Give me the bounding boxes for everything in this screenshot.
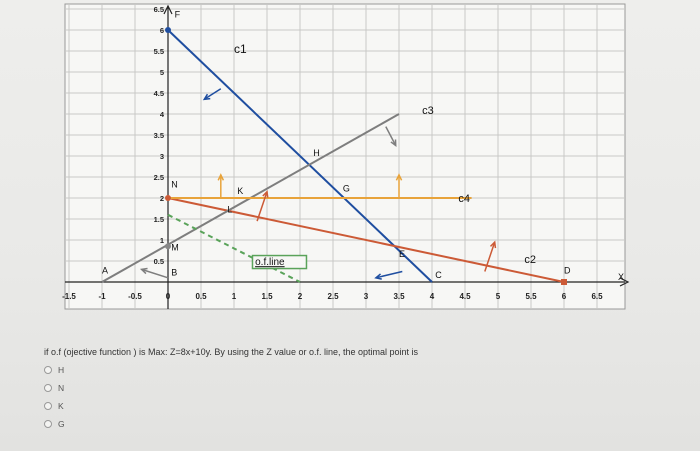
arrow-c1-head-icon [202, 93, 211, 101]
arrow-c2-head-icon [262, 190, 269, 198]
y-tick-label: 2.5 [154, 173, 164, 182]
x-tick-label: 6.5 [591, 292, 603, 301]
arrow-c3-lower-head-icon [139, 267, 148, 275]
line-label-c2: c2 [524, 254, 536, 266]
point-label-d: D [564, 266, 571, 276]
option-h[interactable]: H [44, 364, 64, 376]
arrow-c3 [385, 126, 397, 146]
x-tick-label: 2.5 [327, 292, 339, 301]
x-tick-label: 1.5 [261, 292, 273, 301]
option-g[interactable]: G [44, 418, 65, 430]
y-tick-label: 3.5 [154, 131, 164, 140]
arrow-c4-head-icon [217, 173, 225, 181]
option-k[interactable]: K [44, 400, 64, 412]
line-label-c4: c4 [458, 193, 470, 205]
x-axis-arrow-icon [619, 277, 630, 287]
x-tick-label: 1 [232, 292, 237, 301]
point-label-k: K [237, 186, 243, 196]
point-label-m: M [171, 243, 179, 253]
constraint-line-c2 [167, 197, 565, 283]
point-marker [165, 27, 171, 33]
x-tick-label: -1 [98, 292, 106, 301]
option-label: N [58, 383, 65, 393]
y-tick-label: 5.5 [154, 47, 164, 56]
point-marker [561, 279, 567, 285]
x-tick-label: 4.5 [459, 292, 471, 301]
tick-labels: -1.5 -1 -0.5 0 0.5 1 1.5 2 2.5 3 3.5 4 4.5 5 5.5 6 6.5 0.… [62, 5, 603, 301]
option-n[interactable]: N [44, 382, 64, 394]
objective-line [167, 213, 301, 283]
y-tick-label: 4 [160, 110, 165, 119]
point-label-c: C [435, 270, 442, 280]
line-label-c1: c1 [234, 42, 247, 56]
arrow-c2 [256, 191, 268, 222]
y-tick-label: 0.5 [154, 257, 164, 266]
radio-icon[interactable] [44, 384, 52, 392]
arrow-c4-right-head-icon [395, 173, 403, 181]
point-marker [165, 195, 171, 201]
constraint-lines [101, 27, 567, 285]
point-labels: c1 c2 c3 c4 o.f.line F N M B A KL H G E C D X [102, 9, 624, 282]
option-label: H [58, 365, 65, 375]
x-tick-label: 0 [166, 292, 171, 301]
x-tick-label: 4 [430, 292, 435, 301]
arrow-c1 [203, 88, 222, 100]
y-tick-label: 3 [160, 152, 164, 161]
point-label-b: B [171, 268, 177, 278]
option-label: G [58, 419, 65, 429]
radio-icon[interactable] [44, 366, 52, 374]
x-tick-label: -1.5 [62, 292, 76, 301]
question-text: if o.f (ojective function ) is Max: Z=8x… [44, 347, 419, 357]
y-tick-label: 4.5 [154, 89, 164, 98]
point-label-n: N [171, 180, 178, 190]
y-tick-label: 1.5 [154, 215, 164, 224]
y-axis-arrow-icon [163, 4, 173, 15]
y-tick-label: 6 [160, 26, 164, 35]
constraint-line-c1 [167, 29, 433, 283]
radio-icon[interactable] [44, 402, 52, 410]
x-tick-label: 3.5 [393, 292, 405, 301]
line-label-c3: c3 [422, 105, 434, 117]
y-tick-label: 2 [160, 194, 164, 203]
x-tick-label: 5 [496, 292, 501, 301]
y-tick-label: 1 [160, 236, 164, 245]
objective-line-label: o.f.line [255, 257, 285, 268]
point-label-h: H [313, 148, 320, 158]
arrow-c1-lower [375, 270, 403, 279]
direction-arrows [139, 88, 497, 280]
radio-icon[interactable] [44, 420, 52, 428]
point-label-f: F [175, 9, 181, 19]
axes [65, 4, 630, 309]
arrow-c2-right-head-icon [489, 240, 497, 249]
arrow-c1-lower-head-icon [374, 273, 382, 280]
y-tick-label: 6.5 [154, 5, 164, 14]
arrow-c3-lower [141, 268, 169, 279]
x-axis-label: X [618, 272, 624, 282]
x-tick-label: 0.5 [195, 292, 207, 301]
y-tick-label: 5 [160, 68, 164, 77]
point-label-a: A [102, 266, 108, 276]
x-tick-label: 6 [562, 292, 567, 301]
arrow-c3-head-icon [390, 139, 397, 148]
option-label: K [58, 401, 64, 411]
point-label-l: L [227, 205, 232, 215]
point-label-e: E [399, 249, 405, 259]
point-marker [165, 243, 171, 250]
objective-line-box [251, 254, 308, 270]
x-tick-label: 2 [298, 292, 303, 301]
arrow-c2-right [484, 241, 496, 272]
x-tick-label: 3 [364, 292, 369, 301]
point-label-g: G [343, 184, 350, 194]
x-tick-label: -0.5 [128, 292, 142, 301]
x-tick-label: 5.5 [525, 292, 537, 301]
